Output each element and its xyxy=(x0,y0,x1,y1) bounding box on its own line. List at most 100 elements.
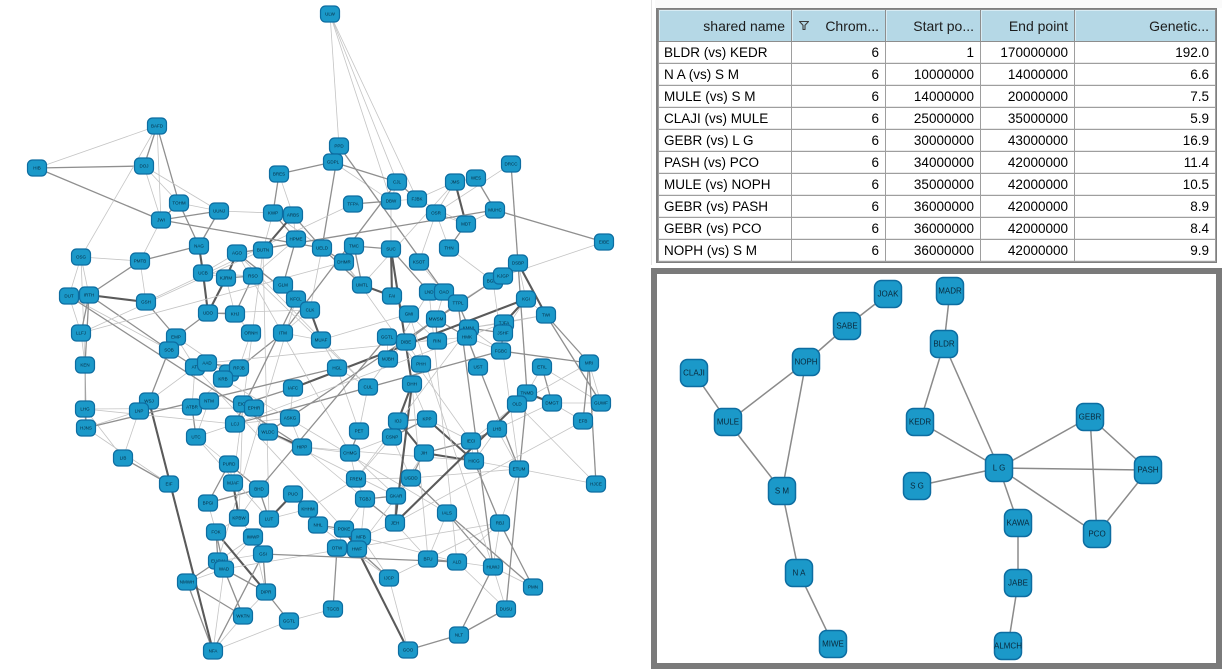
table-row[interactable]: GEBR (vs) PCO 6 36000000 42000000 8.4 xyxy=(658,217,1216,240)
network-node[interactable]: KJGP xyxy=(492,267,514,285)
network-node[interactable]: DIPR xyxy=(255,583,277,601)
network-node[interactable]: KPBW xyxy=(228,509,250,527)
network-node[interactable]: ASKG xyxy=(279,409,301,427)
network-node[interactable]: LHB xyxy=(486,420,508,438)
network-node-kedr[interactable]: KEDR xyxy=(905,407,935,437)
table-row[interactable]: MULE (vs) S M 6 14000000 20000000 7.5 xyxy=(658,85,1216,108)
network-node[interactable]: RIN xyxy=(426,332,448,350)
network-node[interactable]: TGCB xyxy=(322,600,344,618)
network-node[interactable]: BUTN xyxy=(252,241,274,259)
network-node[interactable]: IAFC xyxy=(282,379,304,397)
column-header-genetic-[interactable]: Genetic... xyxy=(1074,9,1216,42)
network-node[interactable]: IWWP xyxy=(242,528,264,546)
network-node[interactable]: LCJ xyxy=(224,415,246,433)
network-node-almch[interactable]: ALMCH xyxy=(993,631,1023,661)
network-node[interactable]: LHG xyxy=(74,400,96,418)
network-node[interactable]: UGDD xyxy=(400,469,422,487)
column-header-start-po-[interactable]: Start po... xyxy=(885,9,981,42)
network-node[interactable]: NTM xyxy=(198,392,220,410)
detail-network-canvas[interactable]: JOAK SABE NOPH CLAJI MULE S M N A MIWE MADR BLDR K… xyxy=(657,274,1216,663)
network-node[interactable]: DUSU xyxy=(495,600,517,618)
network-node[interactable]: HICG xyxy=(463,452,485,470)
network-node[interactable]: THN xyxy=(438,239,460,257)
network-node[interactable]: FJBK xyxy=(406,190,428,208)
network-node[interactable]: GMI xyxy=(398,305,420,323)
network-node[interactable]: GKAR xyxy=(385,487,407,505)
network-node-jabe[interactable]: JABE xyxy=(1003,568,1033,598)
network-node[interactable]: LIB xyxy=(112,449,134,467)
network-node[interactable]: BRES xyxy=(268,165,290,183)
network-node[interactable]: MJBH xyxy=(377,350,399,368)
network-node[interactable]: CSNP xyxy=(381,428,403,446)
network-node[interactable]: RSO xyxy=(242,267,264,285)
network-node[interactable]: UDO xyxy=(197,304,219,322)
network-node[interactable]: OSR xyxy=(425,204,447,222)
network-node[interactable]: GGTL xyxy=(278,612,300,630)
table-row[interactable]: PASH (vs) PCO 6 34000000 42000000 11.4 xyxy=(658,151,1216,174)
network-node-miwe[interactable]: MIWE xyxy=(818,629,848,659)
network-node[interactable]: UELD xyxy=(311,239,333,257)
network-node[interactable]: IOJ xyxy=(387,412,409,430)
table-row[interactable]: CLAJI (vs) MULE 6 25000000 35000000 5.9 xyxy=(658,107,1216,130)
column-header-shared-name[interactable]: shared name xyxy=(658,9,792,42)
network-node[interactable]: KEN xyxy=(74,356,96,374)
network-node[interactable]: EIBE xyxy=(593,233,615,251)
network-node[interactable]: KWP xyxy=(262,204,284,222)
network-node[interactable]: GUWF xyxy=(590,394,612,412)
network-node[interactable]: UTC xyxy=(185,428,207,446)
network-node[interactable]: EFB xyxy=(572,412,594,430)
network-node[interactable]: DHMR xyxy=(333,253,355,271)
network-node[interactable]: PMTB xyxy=(129,252,151,270)
network-node[interactable]: LUT xyxy=(258,510,280,528)
network-node[interactable]: AAD xyxy=(196,354,218,372)
network-node[interactable]: BHD xyxy=(248,480,270,498)
table-row[interactable]: GEBR (vs) PASH 6 36000000 42000000 8.9 xyxy=(658,195,1216,218)
network-node[interactable]: PUO xyxy=(282,485,304,503)
network-node[interactable]: ARBS xyxy=(282,206,304,224)
network-node[interactable]: TMC xyxy=(343,237,365,255)
network-node[interactable]: CLK xyxy=(299,301,321,319)
network-node[interactable]: DHH xyxy=(401,375,423,393)
network-node[interactable]: KPP xyxy=(416,410,438,428)
network-node[interactable]: EPHR xyxy=(243,399,265,417)
network-node[interactable]: KRB xyxy=(212,370,234,388)
network-node[interactable]: MWSM xyxy=(425,310,447,328)
network-node[interactable]: GSH xyxy=(135,293,157,311)
network-node[interactable]: OTW xyxy=(326,539,348,557)
table-row[interactable]: GEBR (vs) L G 6 30000000 43000000 16.9 xyxy=(658,129,1216,152)
network-node[interactable]: BAFD xyxy=(146,117,168,135)
network-node-sabe[interactable]: SABE xyxy=(832,311,862,341)
network-node[interactable]: UCB xyxy=(192,264,214,282)
network-node-bldr[interactable]: BLDR xyxy=(929,329,959,359)
network-node[interactable]: WKTN xyxy=(232,607,254,625)
network-node-n-a[interactable]: N A xyxy=(784,558,814,588)
network-node[interactable]: KGI xyxy=(515,290,537,308)
network-node-pco[interactable]: PCO xyxy=(1082,519,1112,549)
network-node[interactable]: UST xyxy=(467,358,489,376)
network-node[interactable]: NFA xyxy=(202,642,224,660)
network-node[interactable]: MJAF xyxy=(222,474,244,492)
network-node[interactable]: KFCL xyxy=(285,290,307,308)
network-node[interactable]: PPD xyxy=(328,137,350,155)
network-node-kawa[interactable]: KAWA xyxy=(1003,508,1033,538)
network-node[interactable]: ORNH xyxy=(240,324,262,342)
network-node[interactable]: GGTL xyxy=(376,328,398,346)
network-node[interactable]: RPJB xyxy=(228,359,250,377)
network-node[interactable]: TFPA xyxy=(342,195,364,213)
network-node[interactable]: DBW xyxy=(380,192,402,210)
network-node[interactable]: POKE xyxy=(333,520,355,538)
network-node[interactable]: LND xyxy=(418,283,440,301)
network-node-gebr[interactable]: GEBR xyxy=(1075,402,1105,432)
network-node[interactable]: OSG xyxy=(70,248,92,266)
network-node[interactable]: BFU xyxy=(417,550,439,568)
network-node[interactable]: HMK xyxy=(456,328,478,346)
network-node-mule[interactable]: MULE xyxy=(713,407,743,437)
network-node[interactable]: KHHM xyxy=(297,500,319,518)
network-node[interactable]: IJCP xyxy=(378,569,400,587)
network-node[interactable]: EMP xyxy=(165,328,187,346)
network-node[interactable]: ETUM xyxy=(508,460,530,478)
network-node[interactable]: GOO xyxy=(397,641,419,659)
column-header-chrom-[interactable]: Chrom... xyxy=(791,9,886,42)
network-node[interactable]: DIBE xyxy=(395,333,417,351)
network-node[interactable]: NHL xyxy=(307,516,329,534)
